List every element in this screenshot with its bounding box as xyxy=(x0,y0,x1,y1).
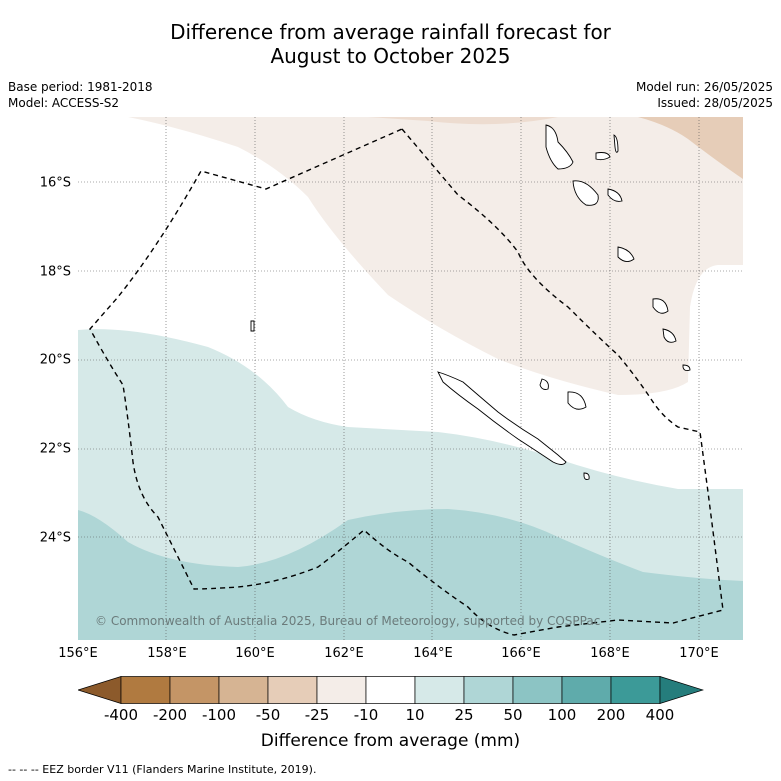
colorbar-cell xyxy=(463,676,514,704)
colorbar-tick-label: -200 xyxy=(152,706,188,724)
map-title: Difference from average rainfall forecas… xyxy=(0,20,781,68)
vanuatu-island-4 xyxy=(572,180,599,206)
small-island-2 xyxy=(682,364,691,372)
loyalty-island-2 xyxy=(539,378,549,390)
lat-label-20s: 20°S xyxy=(39,352,71,368)
model-name: Model: ACCESS-S2 xyxy=(8,96,120,110)
lat-label-16s: 16°S xyxy=(39,175,71,191)
meta-right: Model run: 26/05/2025 Issued: 28/05/2025 xyxy=(636,79,773,111)
map-svg xyxy=(78,117,743,640)
lon-label-168e: 168°E xyxy=(590,646,630,661)
lon-label-164e: 164°E xyxy=(413,646,453,661)
lon-label-170e: 170°E xyxy=(679,646,719,661)
colorbar-tick-label: 25 xyxy=(454,706,474,724)
small-island-1 xyxy=(250,320,255,332)
colorbar-cell xyxy=(316,676,367,704)
vanuatu-island-7 xyxy=(652,298,669,314)
colorbar-cell xyxy=(169,676,220,704)
isle-of-pines xyxy=(583,472,590,480)
colorbar-tick-label: -25 xyxy=(304,706,330,724)
lat-label-24s: 24°S xyxy=(39,530,71,546)
colorbar-tick-label: 10 xyxy=(405,706,425,724)
model-run: Model run: 26/05/2025 xyxy=(635,80,773,94)
dry-anomaly-strip xyxy=(368,117,558,125)
loyalty-island-1 xyxy=(567,391,587,410)
rainfall-map xyxy=(78,117,743,640)
eez-border xyxy=(89,128,724,636)
colorbar-title: Difference from average (mm) xyxy=(260,731,521,751)
colorbar xyxy=(78,676,704,704)
lon-label-162e: 162°E xyxy=(324,646,364,661)
colorbar-cell xyxy=(365,676,416,704)
colorbar-tick-label: 50 xyxy=(503,706,523,724)
lon-label-166e: 166°E xyxy=(501,646,541,661)
colorbar-tick-label: 400 xyxy=(645,706,675,724)
lat-label-18s: 18°S xyxy=(39,264,71,280)
vanuatu-island-6 xyxy=(617,246,635,262)
vanuatu-island-5 xyxy=(607,188,623,202)
colorbar-tick-label: 200 xyxy=(596,706,626,724)
lon-label-158e: 158°E xyxy=(147,646,187,661)
colorbar-cell xyxy=(561,676,612,704)
vanuatu-island-8 xyxy=(662,328,677,343)
colorbar-extend-high xyxy=(659,676,704,704)
copyright-notice: © Commonwealth of Australia 2025, Bureau… xyxy=(95,614,601,628)
vanuatu-island-3 xyxy=(613,134,619,153)
colorbar-cell xyxy=(414,676,465,704)
gridlines xyxy=(78,117,743,640)
vanuatu-island-2 xyxy=(595,152,611,161)
title-line-2: August to October 2025 xyxy=(270,44,511,68)
lon-label-160e: 160°E xyxy=(235,646,275,661)
colorbar-extend-low xyxy=(78,676,122,704)
colorbar-cell xyxy=(512,676,563,704)
dry-anomaly-strong-area xyxy=(638,117,743,179)
eez-footnote: -- -- -- EEZ border V11 (Flanders Marine… xyxy=(8,763,317,776)
colorbar-tick-label: -10 xyxy=(353,706,379,724)
colorbar-tick-label: 100 xyxy=(547,706,577,724)
colorbar-tick-label: -100 xyxy=(201,706,237,724)
colorbar-cell xyxy=(267,676,318,704)
issued-date: Issued: 28/05/2025 xyxy=(657,96,773,110)
wet-anomaly-strong-area xyxy=(78,509,743,640)
lon-label-156e: 156°E xyxy=(58,646,98,661)
lat-label-22s: 22°S xyxy=(39,441,71,457)
colorbar-cell xyxy=(610,676,661,704)
base-period: Base period: 1981-2018 xyxy=(8,80,153,94)
colorbar-cell xyxy=(120,676,171,704)
vanuatu-island-1 xyxy=(545,124,574,170)
colorbar-cell xyxy=(218,676,269,704)
colorbar-tick-label: -400 xyxy=(103,706,139,724)
meta-left: Base period: 1981-2018 Model: ACCESS-S2 xyxy=(8,79,153,111)
title-line-1: Difference from average rainfall forecas… xyxy=(170,20,611,44)
new-caledonia-island xyxy=(437,371,567,465)
colorbar-tick-label: -50 xyxy=(255,706,281,724)
